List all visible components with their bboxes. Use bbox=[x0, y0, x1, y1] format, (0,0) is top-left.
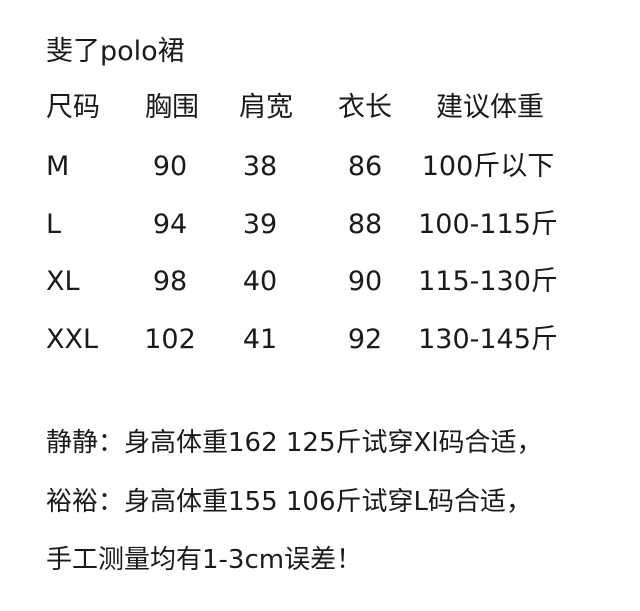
table-cell: 100-115斤 bbox=[418, 209, 558, 240]
column-header: 建议体重 bbox=[436, 92, 544, 123]
fit-note-2: 裕裕：身高体重155 106斤试穿L码合适， bbox=[46, 487, 533, 517]
column-header: 肩宽 bbox=[239, 92, 293, 123]
column-header: 衣长 bbox=[338, 92, 392, 123]
column-header: 胸围 bbox=[145, 92, 199, 123]
table-cell: 90 bbox=[152, 151, 188, 182]
size-label: M bbox=[46, 151, 70, 182]
table-cell: 100斤以下 bbox=[421, 151, 555, 182]
table-cell: 41 bbox=[242, 324, 278, 355]
table-cell: 94 bbox=[152, 209, 188, 240]
column-header: 尺码 bbox=[46, 92, 100, 123]
table-cell: 98 bbox=[152, 266, 188, 297]
table-cell: 38 bbox=[242, 151, 278, 182]
table-cell: 90 bbox=[347, 266, 383, 297]
table-cell: 102 bbox=[144, 324, 196, 355]
table-cell: 115-130斤 bbox=[418, 266, 558, 297]
size-label: XL bbox=[46, 266, 80, 297]
table-cell: 88 bbox=[347, 209, 383, 240]
table-cell: 92 bbox=[347, 324, 383, 355]
table-cell: 40 bbox=[242, 266, 278, 297]
table-cell: 39 bbox=[242, 209, 278, 240]
size-label: L bbox=[46, 209, 62, 240]
measurement-disclaimer: 手工测量均有1-3cm误差！ bbox=[46, 545, 363, 575]
table-cell: 130-145斤 bbox=[418, 324, 558, 355]
table-cell: 86 bbox=[347, 151, 383, 182]
size-label: XXL bbox=[46, 324, 99, 355]
product-title: 斐了polo裙 bbox=[46, 36, 185, 67]
fit-note-1: 静静：身高体重162 125斤试穿Xl码合适， bbox=[46, 428, 543, 458]
